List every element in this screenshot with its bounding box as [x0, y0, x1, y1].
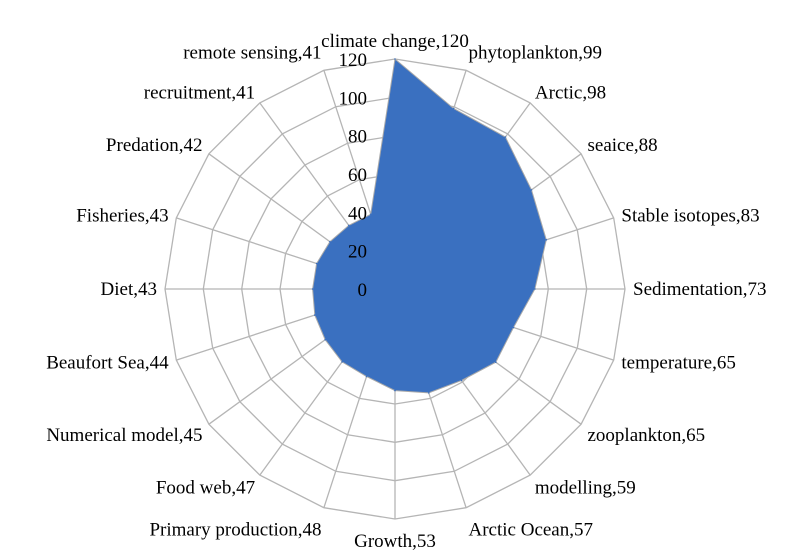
category-label-15: Diet,43 — [101, 279, 157, 300]
tick-label-40: 40 — [348, 203, 367, 224]
category-label-3: seaice,88 — [588, 135, 658, 156]
data-point-3 — [530, 189, 533, 191]
category-label-16: Fisheries,43 — [76, 206, 168, 227]
category-label-19: remote sensing,41 — [183, 43, 321, 64]
radial-axis-ticks: 0 20 40 60 80 100 120 — [339, 50, 368, 301]
category-label-7: zooplankton,65 — [588, 425, 706, 446]
category-label-0: climate change,120 — [321, 31, 469, 52]
data-point-18 — [348, 224, 350, 227]
category-label-6: temperature,65 — [621, 353, 735, 374]
data-point-10 — [394, 389, 396, 392]
category-label-11: Primary production,48 — [149, 519, 321, 540]
tick-label-0: 0 — [358, 280, 368, 301]
tick-label-100: 100 — [339, 88, 368, 109]
category-label-9: Arctic Ocean,57 — [469, 519, 594, 540]
category-label-12: Food web,47 — [156, 478, 255, 499]
category-label-1: phytoplankton,99 — [469, 43, 603, 64]
data-point-9 — [428, 392, 430, 394]
data-point-8 — [460, 379, 463, 382]
category-label-18: recruitment,41 — [144, 83, 255, 104]
category-label-17: Predation,42 — [106, 135, 203, 156]
category-label-10: Growth,53 — [354, 531, 436, 552]
category-label-8: modelling,59 — [535, 478, 636, 499]
tick-label-20: 20 — [348, 242, 367, 263]
tick-label-120: 120 — [339, 50, 368, 71]
category-label-14: Beaufort Sea,44 — [46, 353, 169, 374]
data-point-2 — [504, 136, 507, 138]
data-point-4 — [545, 239, 548, 241]
data-point-0 — [394, 58, 396, 60]
data-point-13 — [324, 338, 327, 341]
data-point-11 — [365, 375, 368, 378]
data-point-6 — [512, 326, 515, 329]
category-label-2: Arctic,98 — [535, 83, 606, 104]
data-point-19 — [369, 213, 372, 216]
category-label-5: Sedimentation,73 — [633, 279, 767, 300]
data-series — [311, 58, 548, 394]
category-label-13: Numerical model,45 — [46, 425, 202, 446]
tick-label-80: 80 — [348, 127, 367, 148]
data-point-17 — [329, 240, 331, 243]
data-point-16 — [315, 262, 318, 265]
data-point-5 — [534, 288, 536, 290]
data-point-12 — [341, 361, 343, 363]
tick-label-60: 60 — [348, 165, 367, 186]
data-point-1 — [452, 107, 455, 110]
category-label-4: Stable isotopes,83 — [621, 206, 759, 227]
data-point-14 — [314, 314, 316, 316]
data-point-15 — [311, 288, 314, 290]
data-point-7 — [495, 361, 497, 364]
